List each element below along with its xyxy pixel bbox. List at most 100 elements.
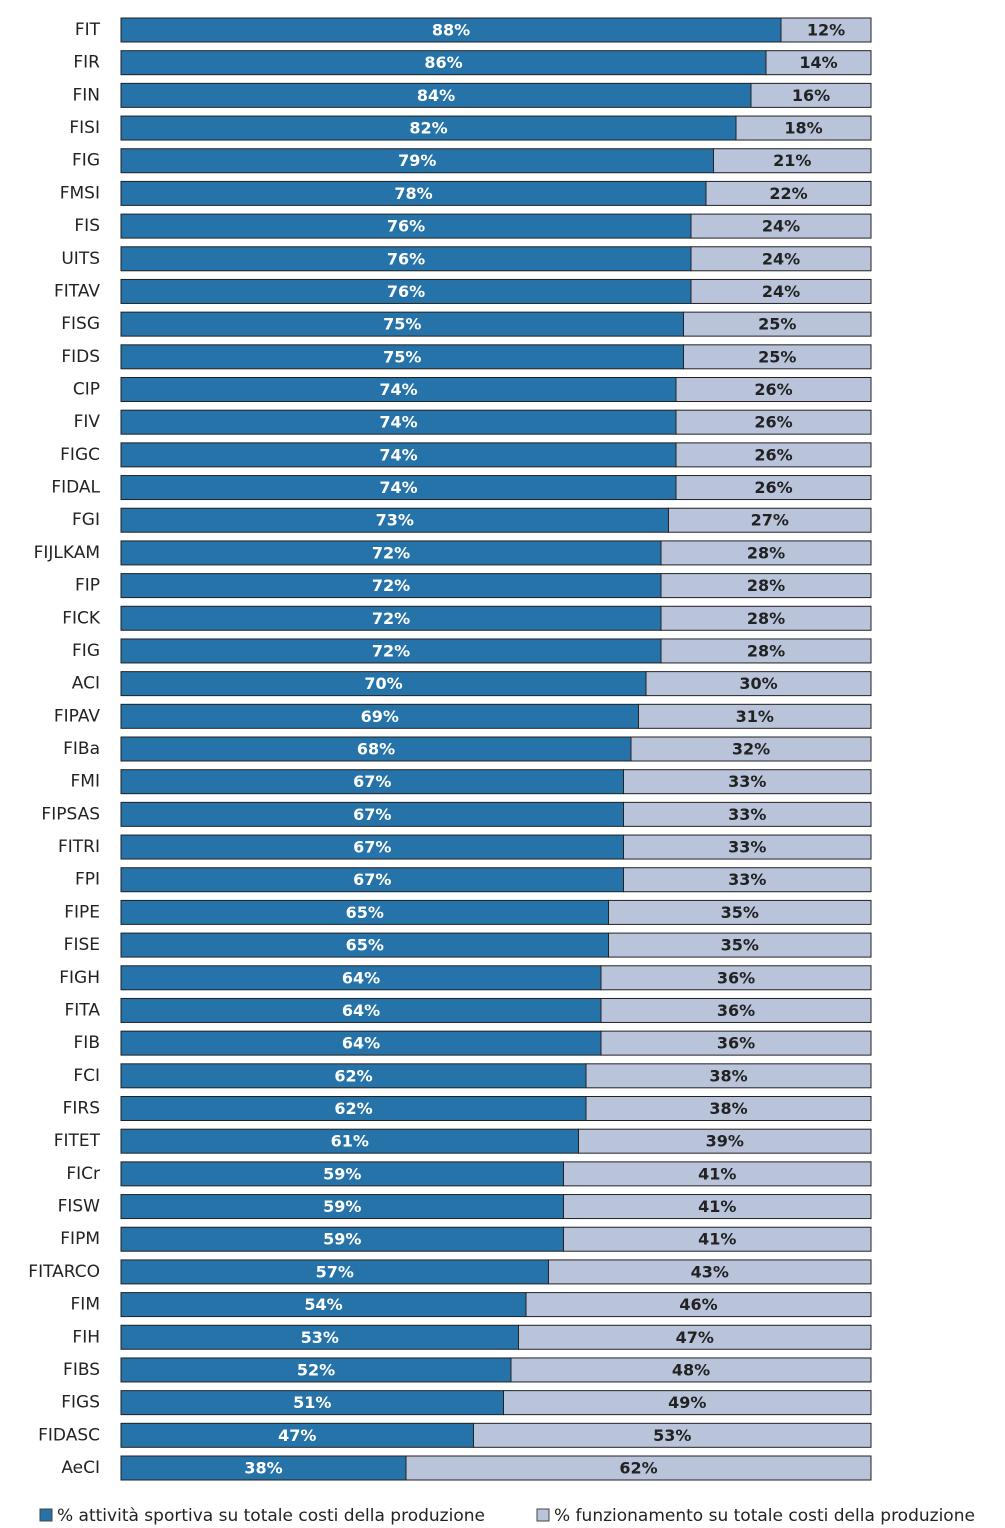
bar-segment [660,638,872,664]
bar-segment [563,1194,872,1220]
value-label: 27% [751,511,789,530]
bar-segment [120,573,662,599]
value-label: 61% [331,1132,369,1151]
value-label: 64% [342,1001,380,1020]
category-label: FISE [64,935,100,955]
bar-segment [120,899,609,925]
value-label: 53% [301,1328,339,1347]
value-label: 67% [353,870,391,889]
category-label: FMSI [60,183,100,203]
value-label: 26% [754,380,792,399]
value-label: 65% [346,903,384,922]
value-label: 76% [387,249,425,268]
bar-segment [120,311,684,337]
legend-label: % attività sportiva su totale costi dell… [57,1506,485,1526]
category-label: FIGH [59,968,100,988]
bar-segment [120,50,767,76]
value-label: 35% [721,903,759,922]
bar-segment [660,540,872,566]
value-label: 26% [754,478,792,497]
value-label: 36% [717,1034,755,1053]
category-label: FISI [69,118,100,138]
value-label: 62% [334,1066,372,1085]
bar-segment [120,1292,527,1318]
category-label: FIDS [61,347,100,367]
bar-segment [660,605,872,631]
category-label: FIN [72,85,100,105]
bar-segment [690,213,872,239]
bar-segment [120,703,639,729]
bar-segment [630,736,872,762]
value-label: 14% [799,53,837,72]
value-label: 59% [323,1230,361,1249]
value-label: 41% [698,1164,736,1183]
bar-segment [120,1096,587,1121]
bar-segment [683,344,872,370]
category-label: FIGC [60,445,100,465]
bar-segment [525,1292,872,1318]
category-label: FICK [62,608,101,628]
bar-segment [765,50,872,76]
bar-segment [660,573,872,599]
bar-segment [120,834,624,860]
bar-segment [120,82,752,108]
value-label: 33% [728,870,766,889]
category-label: FIBa [63,739,100,759]
bar-segment [120,1390,504,1416]
bar-segment [705,180,872,206]
value-label: 12% [807,21,845,40]
value-label: 78% [394,184,432,203]
value-label: 46% [679,1295,717,1314]
value-label: 73% [376,511,414,530]
value-label: 54% [304,1295,342,1314]
bar-segment [120,965,602,991]
value-label: 28% [747,543,785,562]
value-label: 67% [353,838,391,857]
legend-swatch [39,1508,53,1522]
bar-segment [675,409,872,435]
value-label: 59% [323,1197,361,1216]
bar-segment [585,1063,872,1089]
value-label: 36% [717,968,755,987]
bar-segment [120,671,647,697]
value-label: 32% [732,740,770,759]
legend-swatch [536,1508,550,1522]
value-label: 38% [244,1459,282,1478]
value-label: 30% [739,674,777,693]
bar-segment [120,997,602,1023]
bar-segment [120,442,677,468]
bar-segment [683,311,872,337]
bar-segment [120,736,632,762]
bar-segment [120,932,609,958]
value-label: 84% [417,86,455,105]
bar-segment [585,1096,872,1121]
value-label: 16% [792,86,830,105]
value-label: 76% [387,217,425,236]
value-label: 72% [372,609,410,628]
value-label: 28% [747,641,785,660]
value-label: 59% [323,1164,361,1183]
value-label: 33% [728,838,766,857]
category-label: FIRS [63,1099,100,1119]
category-label: FIB [74,1033,100,1053]
legend-label: % funzionamento su totale costi della pr… [554,1506,975,1526]
bar-segment [675,442,872,468]
category-label: FIS [74,216,100,236]
category-label: FIPAV [54,706,100,726]
category-label: FIGS [61,1393,100,1413]
value-label: 18% [784,119,822,138]
bar-segment [563,1226,872,1252]
bar-segment [608,932,872,958]
category-label: FIPM [60,1229,100,1249]
category-label: FIDASC [38,1425,100,1445]
category-label: FMI [71,772,100,792]
category-label: FIG [72,151,100,171]
bar-segment [600,1030,872,1056]
value-label: 69% [361,707,399,726]
value-label: 22% [769,184,807,203]
category-label: FIBS [63,1360,100,1380]
category-label: FIP [75,576,100,596]
category-label: FICr [66,1164,100,1184]
